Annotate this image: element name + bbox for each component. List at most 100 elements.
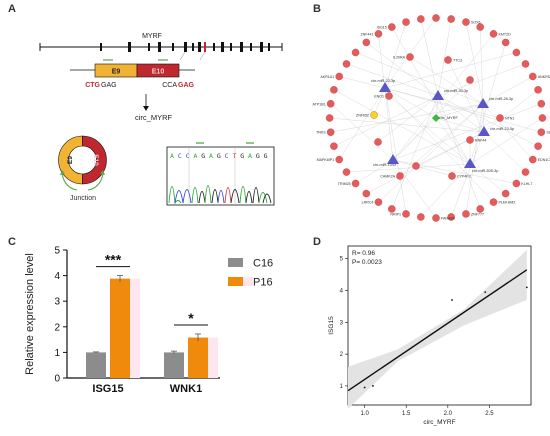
target-node	[388, 205, 396, 213]
target-node	[402, 210, 410, 218]
target-node	[362, 189, 371, 198]
legend-swatch	[228, 277, 243, 286]
panel-label-a: A	[8, 3, 16, 15]
mirna-node	[379, 82, 391, 92]
target-label: SLC9A2	[546, 131, 550, 135]
bar-plot-area: ISG15 *** WNK1 *	[86, 252, 218, 395]
exon9-label: E9	[112, 69, 121, 76]
target-node	[351, 48, 360, 57]
mirna-label: chr-miR-1343	[373, 163, 396, 167]
x-tick-label: 1.5	[402, 411, 411, 417]
target-node	[330, 86, 338, 94]
target-label: TTC3	[453, 59, 462, 63]
target-node	[326, 128, 335, 136]
target-label: FAM83A	[441, 217, 455, 221]
mirna-node	[478, 126, 490, 136]
target-node	[412, 162, 420, 170]
target-node	[342, 168, 351, 176]
target-node	[374, 30, 383, 38]
target-label: ANKRD5	[538, 75, 550, 79]
mirna-label: chr-miR-505-3p	[472, 169, 498, 173]
bar	[188, 337, 208, 378]
target-node	[374, 138, 382, 146]
target-node	[521, 60, 530, 68]
bar-y-axis-label: Relative expression level	[24, 253, 36, 375]
target-label: AKR1A1	[320, 75, 334, 79]
target-node	[466, 76, 474, 84]
target-node	[335, 72, 343, 81]
target-label: CAMK2A	[380, 175, 395, 179]
exon-bars	[100, 42, 270, 52]
target-label: TRIM25	[338, 182, 351, 186]
target-label: ENO1	[374, 95, 384, 99]
bar	[164, 352, 184, 378]
scatter-r-value: R= 0.96	[352, 250, 375, 257]
mirna-node	[387, 154, 399, 164]
panel-label-c: C	[8, 236, 16, 248]
panel-a-diagram: MYRF E9 E10 CTG GAG CCA GAG circ_MYRF	[39, 33, 283, 206]
bar-legend: C16 P16	[228, 258, 273, 289]
sanger-base: C	[225, 152, 229, 160]
sanger-base: T	[232, 152, 236, 160]
target-node	[462, 18, 470, 26]
target-node	[476, 23, 484, 31]
bar-shadow	[208, 337, 218, 378]
mirna-label: chr-miR-22-3p	[371, 79, 395, 83]
target-node	[466, 136, 474, 144]
x-tick-label: 2.0	[444, 411, 453, 417]
target-node	[417, 213, 425, 221]
target-node	[447, 15, 455, 23]
x-tick-label: 1.0	[360, 411, 369, 417]
exon10-block	[136, 63, 180, 78]
bar	[110, 278, 130, 378]
panel-label-b: B	[313, 3, 321, 15]
target-label: NRIP1	[390, 212, 401, 216]
y-tick-label: 2	[54, 322, 60, 333]
target-node	[388, 23, 396, 31]
target-label: MAPK8IP1	[317, 158, 335, 162]
sanger-frame	[166, 146, 275, 206]
sanger-base: A	[248, 152, 252, 160]
scatter-plot-area: 1.0 1.5 2.0 2.5 1 2 3 4 5	[340, 245, 532, 417]
sanger-base: C	[186, 152, 190, 160]
target-node	[512, 48, 521, 57]
seq-right-black: CCA	[162, 82, 177, 89]
y-tick-label: 3	[340, 320, 344, 326]
x-tick-label: 2.5	[485, 411, 494, 417]
mirna-node	[432, 90, 444, 100]
product-label: circ_MYRF	[135, 113, 173, 122]
target-node	[325, 114, 334, 122]
target-node	[402, 18, 410, 26]
target-label: ZNF441	[360, 32, 373, 36]
fit-line	[347, 269, 528, 392]
bar	[86, 352, 106, 378]
target-node	[462, 210, 470, 218]
legend-label: P16	[253, 277, 273, 289]
target-node	[489, 198, 498, 206]
target-node	[537, 100, 546, 108]
seq-right-red: GAG	[178, 82, 195, 89]
y-tick-label: 1	[54, 348, 60, 359]
mirna-label: chr-miR-28-3p	[489, 97, 513, 101]
target-label: ZNF652	[356, 114, 369, 118]
sanger-base: G	[201, 152, 205, 160]
legend-swatch	[228, 258, 243, 267]
sanger-base: G	[264, 152, 268, 160]
target-node	[432, 14, 440, 22]
y-tick-label: 2	[340, 352, 344, 358]
target-label: IL20RA	[393, 56, 406, 60]
target-node	[342, 60, 351, 68]
target-node	[406, 53, 414, 61]
center-label: circ_MYRF	[439, 116, 458, 120]
target-node	[538, 114, 547, 122]
target-node	[501, 38, 510, 47]
target-label: ZNF777	[471, 212, 484, 216]
target-label: CYP4F3	[457, 175, 471, 179]
scatter-y-axis-label: ISG15	[328, 316, 335, 335]
target-node	[537, 128, 546, 136]
target-node	[326, 100, 335, 108]
target-node	[512, 179, 521, 188]
target-node	[521, 168, 530, 176]
scatter-p-value: P= 0.0023	[352, 259, 382, 266]
sanger-base: A	[193, 152, 197, 160]
